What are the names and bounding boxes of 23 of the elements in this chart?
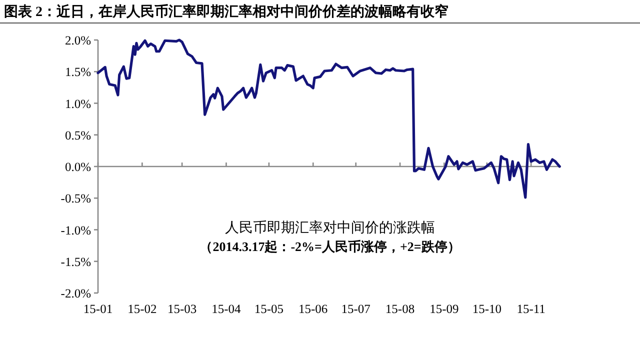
x-tick-label: 15-03 [167, 302, 197, 316]
y-tick-label: -2.0% [60, 286, 91, 300]
x-tick-label: 15-10 [472, 302, 502, 316]
x-tick-label: 15-05 [254, 302, 284, 316]
annotation: 人民币即期汇率对中间价的涨跌幅 [225, 221, 435, 236]
x-tick-label: 15-06 [298, 302, 328, 316]
x-tick-label: 15-04 [212, 302, 242, 316]
y-tick-label: 0.0% [64, 160, 91, 174]
y-tick-label: 0.5% [64, 128, 91, 142]
x-tick-label: 15-08 [385, 302, 415, 316]
title: 图表 2：近日，在岸人民币汇率即期汇率相对中间价价差的波幅略有收窄 [4, 5, 448, 20]
y-tick-label: -1.0% [60, 223, 91, 238]
x-tick-label: 15-07 [341, 302, 370, 316]
x-tick-label: 15-11 [516, 302, 546, 316]
y-tick-label: -0.5% [60, 192, 91, 206]
y-tick-label: -1.5% [60, 254, 91, 269]
annotation: （2014.3.17起：-2%=人民币涨停，+2=跌停） [200, 239, 460, 254]
x-tick-label: 15-01 [83, 302, 113, 316]
y-tick-label: 1.0% [64, 96, 91, 111]
y-tick-label: 2.0% [64, 34, 91, 48]
x-tick-label: 15-02 [128, 302, 157, 316]
x-tick-label: 15-09 [430, 302, 459, 316]
y-tick-label: 1.5% [64, 65, 91, 80]
